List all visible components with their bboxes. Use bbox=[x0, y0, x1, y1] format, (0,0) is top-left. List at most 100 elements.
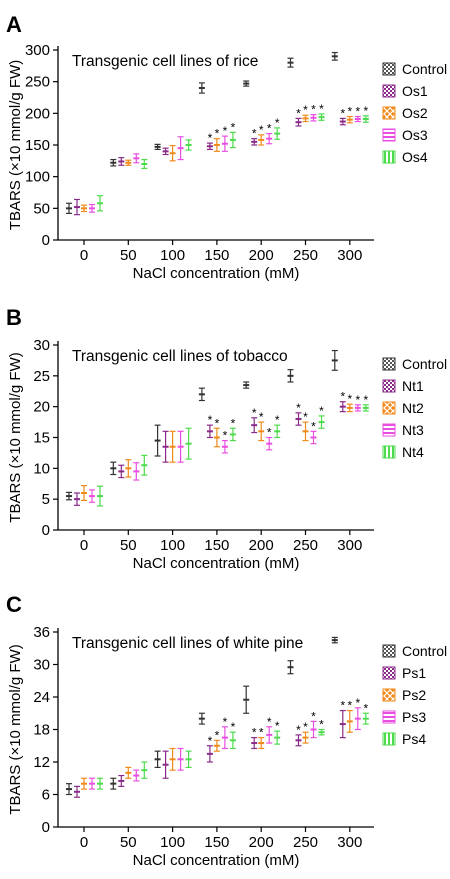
legend-swatch bbox=[382, 357, 396, 371]
legend-swatch bbox=[382, 644, 396, 658]
significance-star: * bbox=[311, 419, 316, 433]
significance-star: * bbox=[363, 104, 368, 118]
panel-letter: B bbox=[6, 305, 22, 330]
x-tick-label: 100 bbox=[160, 537, 185, 554]
legend-label: Os3 bbox=[402, 127, 428, 143]
y-tick-label: 18 bbox=[33, 722, 50, 739]
y-tick-label: 100 bbox=[25, 169, 50, 186]
x-tick-label: 150 bbox=[204, 247, 229, 264]
legend-swatch bbox=[382, 732, 396, 746]
legend-swatch bbox=[382, 666, 396, 680]
y-tick-label: 12 bbox=[33, 754, 50, 771]
significance-star: * bbox=[275, 116, 280, 130]
significance-star: * bbox=[259, 123, 264, 137]
legend-label: Control bbox=[402, 61, 447, 77]
significance-star: * bbox=[252, 127, 257, 141]
significance-star: * bbox=[252, 406, 257, 420]
y-axis-label: TBARS (×10 mmol/g FW) bbox=[7, 60, 24, 230]
significance-star: * bbox=[267, 122, 272, 136]
significance-star: * bbox=[259, 410, 264, 424]
y-tick-label: 24 bbox=[33, 689, 50, 706]
significance-star: * bbox=[223, 715, 228, 729]
y-tick-label: 50 bbox=[33, 200, 50, 217]
y-tick-label: 0 bbox=[42, 522, 50, 539]
significance-star: * bbox=[319, 404, 324, 418]
legend-swatch bbox=[382, 150, 396, 164]
legend-label: Control bbox=[402, 356, 447, 372]
significance-star: * bbox=[267, 715, 272, 729]
significance-star: * bbox=[208, 413, 213, 427]
significance-star: * bbox=[311, 709, 316, 723]
legend-swatch bbox=[382, 423, 396, 437]
legend-swatch bbox=[382, 445, 396, 459]
x-tick-label: 250 bbox=[293, 834, 318, 851]
significance-star: * bbox=[275, 719, 280, 733]
significance-star: * bbox=[296, 723, 301, 737]
significance-star: * bbox=[347, 699, 352, 713]
y-tick-label: 30 bbox=[33, 337, 50, 354]
x-tick-label: 100 bbox=[160, 247, 185, 264]
significance-star: * bbox=[319, 102, 324, 116]
significance-star: * bbox=[215, 416, 220, 430]
legend-label: Nt4 bbox=[402, 444, 424, 460]
significance-star: * bbox=[231, 720, 236, 734]
significance-star: * bbox=[303, 410, 308, 424]
significance-star: * bbox=[363, 701, 368, 715]
chart-annotation: Transgenic cell lines of white pine bbox=[72, 635, 303, 652]
x-tick-label: 200 bbox=[249, 834, 274, 851]
panel-letter: C bbox=[6, 592, 22, 617]
x-tick-label: 200 bbox=[249, 537, 274, 554]
legend-label: Ps3 bbox=[402, 709, 426, 725]
significance-star: * bbox=[208, 734, 213, 748]
significance-star: * bbox=[215, 127, 220, 141]
y-axis-label: TBARS (×10 mmol/g FW) bbox=[7, 352, 24, 522]
legend-swatch bbox=[382, 62, 396, 76]
panel-letter: A bbox=[6, 12, 22, 37]
y-tick-label: 300 bbox=[25, 42, 50, 59]
x-tick-label: 250 bbox=[293, 537, 318, 554]
legend-label: Control bbox=[402, 643, 447, 659]
significance-star: * bbox=[259, 726, 264, 740]
significance-star: * bbox=[231, 120, 236, 134]
x-tick-label: 150 bbox=[204, 537, 229, 554]
legend-swatch bbox=[382, 106, 396, 120]
y-tick-label: 15 bbox=[33, 430, 50, 447]
x-tick-label: 150 bbox=[204, 834, 229, 851]
significance-star: * bbox=[231, 416, 236, 430]
significance-star: * bbox=[296, 106, 301, 120]
chart-annotation: Transgenic cell lines of rice bbox=[72, 53, 258, 70]
chart-panel-C: C 0 6 12 18 24 30 36 0 50 100 150 200 250 300 NaCl conc… bbox=[6, 592, 447, 869]
significance-star: * bbox=[303, 720, 308, 734]
significance-star: * bbox=[267, 426, 272, 440]
y-tick-label: 200 bbox=[25, 105, 50, 122]
significance-star: * bbox=[347, 392, 352, 406]
significance-star: * bbox=[303, 103, 308, 117]
x-tick-label: 300 bbox=[337, 834, 362, 851]
legend-label: Os4 bbox=[402, 149, 428, 165]
legend-label: Nt1 bbox=[402, 378, 424, 394]
significance-star: * bbox=[319, 718, 324, 732]
legend-label: Ps4 bbox=[402, 731, 426, 747]
legend-label: Nt3 bbox=[402, 422, 424, 438]
significance-star: * bbox=[296, 401, 301, 415]
x-axis-label: NaCl concentration (mM) bbox=[133, 852, 300, 869]
x-tick-label: 100 bbox=[160, 834, 185, 851]
x-tick-label: 0 bbox=[80, 834, 88, 851]
y-tick-label: 25 bbox=[33, 368, 50, 385]
legend-swatch bbox=[382, 128, 396, 142]
legend-label: Os1 bbox=[402, 83, 428, 99]
chart-panel-A: A 0 50 100 150 200 250 300 0 50 100 150 200 250 300 NaC… bbox=[6, 12, 447, 282]
x-tick-label: 250 bbox=[293, 247, 318, 264]
legend-label: Ps1 bbox=[402, 665, 426, 681]
legend-swatch bbox=[382, 84, 396, 98]
y-tick-label: 10 bbox=[33, 460, 50, 477]
y-tick-label: 0 bbox=[42, 232, 50, 249]
significance-star: * bbox=[340, 106, 345, 120]
y-tick-label: 0 bbox=[42, 819, 50, 836]
significance-star: * bbox=[311, 103, 316, 117]
y-tick-label: 6 bbox=[42, 787, 50, 804]
y-tick-label: 20 bbox=[33, 399, 50, 416]
legend-swatch bbox=[382, 710, 396, 724]
